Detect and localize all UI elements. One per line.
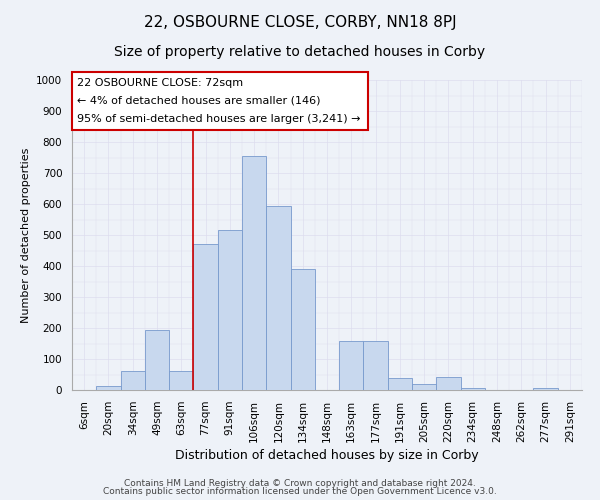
Bar bbox=[145, 330, 169, 390]
Bar bbox=[339, 342, 364, 390]
Bar bbox=[364, 342, 388, 390]
X-axis label: Distribution of detached houses by size in Corby: Distribution of detached houses by size … bbox=[175, 449, 479, 462]
Text: ← 4% of detached houses are smaller (146): ← 4% of detached houses are smaller (146… bbox=[77, 96, 320, 106]
Bar bbox=[533, 388, 558, 390]
Bar bbox=[193, 244, 218, 390]
Bar bbox=[461, 388, 485, 390]
Bar bbox=[218, 230, 242, 390]
Bar bbox=[388, 378, 412, 390]
Text: Contains public sector information licensed under the Open Government Licence v3: Contains public sector information licen… bbox=[103, 487, 497, 496]
Bar bbox=[436, 376, 461, 390]
Text: 22 OSBOURNE CLOSE: 72sqm: 22 OSBOURNE CLOSE: 72sqm bbox=[77, 78, 243, 88]
Bar bbox=[266, 206, 290, 390]
Bar bbox=[242, 156, 266, 390]
Bar bbox=[169, 372, 193, 390]
FancyBboxPatch shape bbox=[72, 72, 368, 130]
Text: 95% of semi-detached houses are larger (3,241) →: 95% of semi-detached houses are larger (… bbox=[77, 114, 361, 124]
Bar bbox=[290, 269, 315, 390]
Y-axis label: Number of detached properties: Number of detached properties bbox=[20, 148, 31, 322]
Bar bbox=[412, 384, 436, 390]
Bar bbox=[96, 386, 121, 390]
Bar bbox=[121, 372, 145, 390]
Text: Size of property relative to detached houses in Corby: Size of property relative to detached ho… bbox=[115, 45, 485, 59]
Text: 22, OSBOURNE CLOSE, CORBY, NN18 8PJ: 22, OSBOURNE CLOSE, CORBY, NN18 8PJ bbox=[143, 15, 457, 30]
Text: Contains HM Land Registry data © Crown copyright and database right 2024.: Contains HM Land Registry data © Crown c… bbox=[124, 478, 476, 488]
